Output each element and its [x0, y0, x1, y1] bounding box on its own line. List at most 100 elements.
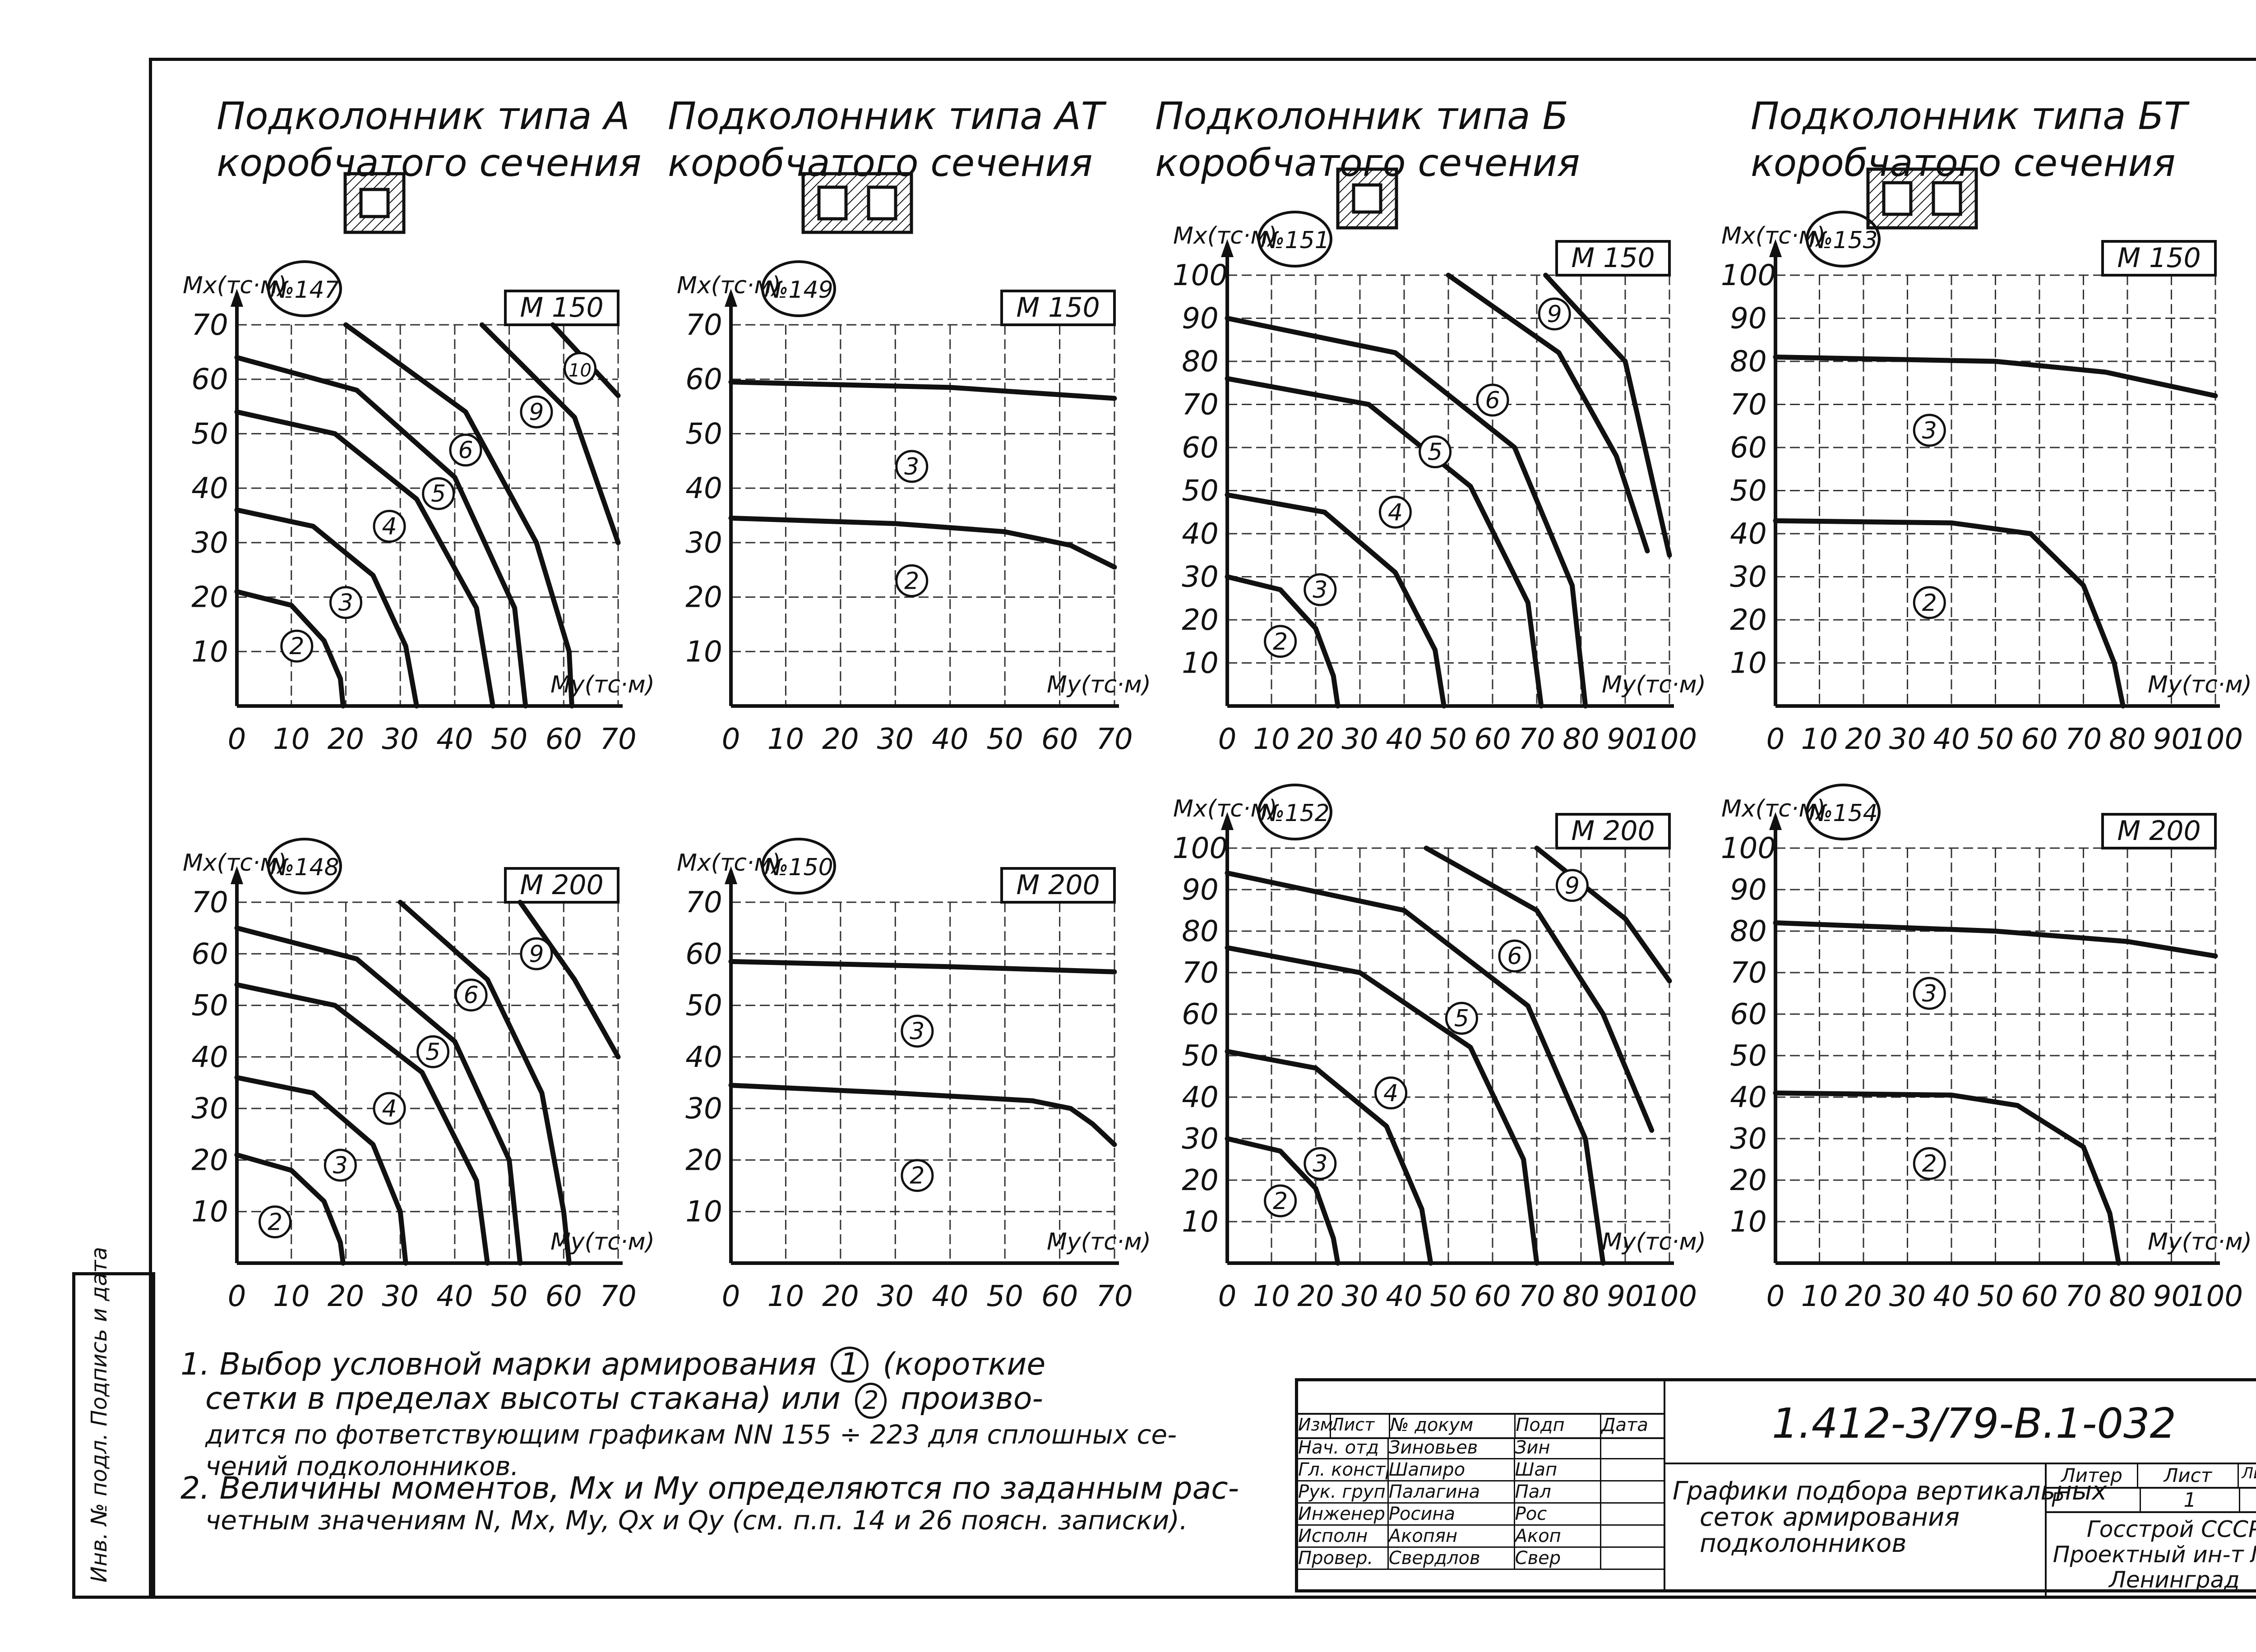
y-tick-label: 90 [1182, 873, 1218, 907]
curve-3 [1225, 1049, 1433, 1266]
tb-desc-3: подколонников [1700, 1529, 1907, 1558]
curve-label: 2 [289, 633, 304, 660]
chart-number: №153 [1807, 227, 1877, 254]
curve-4 [234, 409, 495, 709]
curve-2 [234, 589, 346, 709]
tb-header-list: Лист [1331, 1415, 1390, 1437]
y-tick-label: 60 [1182, 998, 1218, 1031]
panel-title-a-line2: коробчатого сечения [217, 141, 642, 185]
y-tick-label: 80 [1182, 345, 1218, 378]
panel-title-a: Подколонник типа А коробчатого сечения [217, 92, 642, 186]
tb-lit-v-listov: 13 [2240, 1489, 2256, 1511]
y-axis-arrow [1221, 239, 1234, 257]
tb-staff-row: Инженер Росина Рос [1298, 1504, 1664, 1526]
x-tick-label: 70 [1096, 723, 1133, 756]
tb-lit-v-list: 1 [2141, 1489, 2240, 1512]
tb-divider-v [1664, 1381, 1665, 1589]
tb-role: Рук. груп [1298, 1481, 1389, 1502]
chart-number-circle [267, 260, 342, 317]
x-tick-label: 10 [273, 723, 310, 756]
y-tick-label: 100 [1721, 259, 1776, 292]
x-tick-label: 0 [1218, 723, 1237, 756]
curve-4 [234, 982, 490, 1266]
x-tick-label: 30 [1889, 1280, 1926, 1313]
chart-number-circle [1806, 784, 1881, 840]
x-tick-label: 70 [600, 723, 636, 756]
x-tick-label: 100 [1642, 723, 1697, 756]
y-tick-label: 70 [1182, 956, 1218, 990]
x-axis-label: My(тс·м) [1602, 671, 1706, 698]
y-tick-label: 60 [685, 937, 722, 971]
panel-title-a-line1: Подколонник типа А [217, 94, 630, 138]
y-tick-label: 60 [1182, 431, 1218, 465]
curve-label: 3 [910, 1018, 925, 1045]
chart-number-circle [761, 260, 836, 317]
y-tick-label: 40 [1730, 517, 1766, 551]
sheet-frame [149, 58, 2256, 1599]
curve-3 [234, 1075, 408, 1266]
curve-9 [479, 322, 621, 545]
curve-label-circle [324, 1149, 357, 1182]
panel-title-bt-line2: коробчатого сечения [1751, 141, 2176, 185]
curve-label-circle [454, 978, 488, 1012]
section-icon-1 [801, 172, 913, 234]
tb-sign: Рос [1515, 1504, 1601, 1524]
curve-label: 4 [1383, 1080, 1398, 1107]
curve-5 [234, 925, 523, 1266]
x-tick-label: 80 [2109, 1280, 2145, 1313]
grade-box [1555, 240, 1671, 277]
curve-label: 3 [1922, 417, 1937, 444]
curve-label-circle [1476, 383, 1509, 417]
curve-label-circle [520, 937, 553, 970]
curve-label: 2 [910, 1163, 925, 1190]
y-tick-label: 10 [191, 635, 228, 669]
x-tick-label: 50 [986, 723, 1023, 756]
tb-date [1601, 1526, 1664, 1546]
tb-lit-h-listov: Листов [2242, 1464, 2256, 1482]
x-tick-label: 30 [382, 723, 418, 756]
x-tick-label: 20 [1845, 1280, 1882, 1313]
grade-label: М 150 [1571, 242, 1655, 274]
x-tick-label: 30 [877, 1280, 914, 1313]
x-tick-label: 40 [436, 723, 473, 756]
y-tick-label: 40 [1182, 517, 1218, 551]
section-void [1932, 181, 1962, 216]
grade-box [504, 867, 619, 904]
x-tick-label: 20 [328, 723, 364, 756]
tb-desc-2: сеток армирования [1700, 1503, 1960, 1532]
x-tick-label: 10 [767, 1280, 804, 1313]
x-tick-label: 0 [1218, 1280, 1237, 1313]
y-tick-label: 10 [685, 1195, 722, 1229]
tb-header-sign: Подп [1516, 1415, 1602, 1437]
tb-date [1601, 1459, 1664, 1480]
y-tick-label: 50 [191, 989, 228, 1023]
curve-label-circle [901, 1015, 934, 1048]
y-tick-label: 20 [191, 581, 228, 614]
tb-org-3: Ленинград [2109, 1567, 2240, 1593]
x-tick-label: 30 [1341, 723, 1378, 756]
y-tick-label: 60 [191, 363, 228, 397]
curve-label-circle [373, 510, 406, 543]
x-tick-label: 50 [1430, 723, 1466, 756]
curve-label: 9 [1565, 872, 1580, 900]
x-tick-label: 50 [491, 1280, 527, 1313]
curve-label-circle [1913, 1147, 1946, 1180]
y-tick-label: 20 [191, 1144, 228, 1177]
section-icon-0 [343, 172, 406, 234]
y-tick-label: 80 [1730, 345, 1766, 378]
x-tick-label: 100 [1642, 1280, 1697, 1313]
x-tick-label: 20 [1297, 1280, 1334, 1313]
tb-name: Палагина [1389, 1481, 1515, 1502]
curve-label-circle [895, 450, 929, 483]
tb-name: Зиновьев [1389, 1437, 1515, 1458]
y-tick-label: 70 [1730, 956, 1766, 990]
note-1-circle-1: 1 [830, 1347, 869, 1383]
tb-name: Акопян [1389, 1526, 1515, 1546]
curve-label: 2 [268, 1209, 282, 1236]
tb-header-doc: № докум [1390, 1415, 1516, 1437]
curve-label-circle [1374, 1076, 1408, 1110]
curve-label-circle [1555, 869, 1589, 902]
note-1-text-d: произво- [901, 1381, 1043, 1417]
tb-sign: Акоп [1515, 1526, 1601, 1546]
